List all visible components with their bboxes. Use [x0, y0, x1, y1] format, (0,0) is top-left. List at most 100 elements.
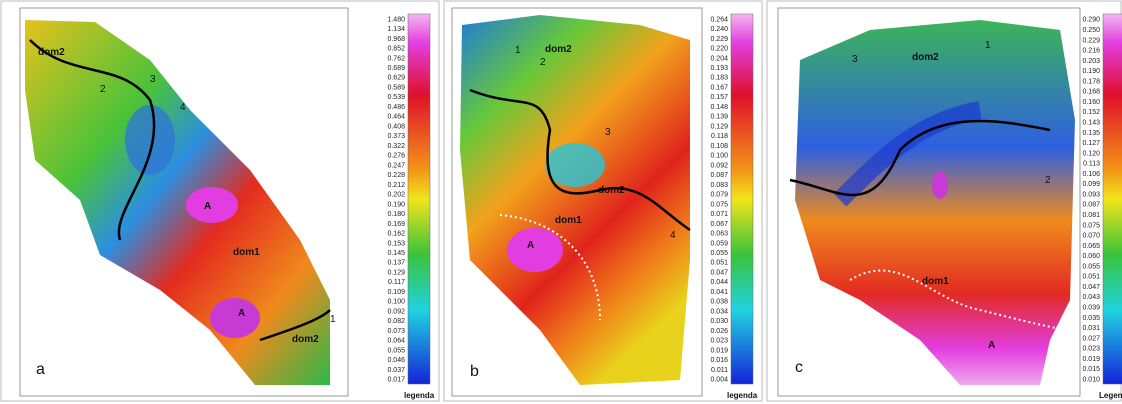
map-surface: [25, 20, 330, 385]
legend-label: 0.160: [1082, 99, 1100, 106]
legend-label: 0.109: [387, 289, 405, 296]
legend-label: 0.157: [710, 94, 728, 101]
legend-label: 0.023: [1082, 346, 1100, 353]
anomaly: [125, 105, 175, 175]
legend-label: 0.127: [1082, 140, 1100, 147]
annotation: dom1: [922, 276, 949, 287]
legend-label: 0.148: [710, 104, 728, 111]
legend-label: 0.689: [387, 65, 405, 72]
legend-bar: [1102, 13, 1122, 385]
legend-label: 0.202: [387, 192, 405, 199]
legend-label: 0.082: [387, 318, 405, 325]
legend-label: 0.216: [1082, 48, 1100, 55]
legend-label: 0.099: [1082, 181, 1100, 188]
legend-label: 0.153: [387, 240, 405, 247]
legend-label: 0.220: [710, 46, 728, 53]
legend-label: 0.073: [387, 328, 405, 335]
legend-label: 0.060: [1082, 253, 1100, 260]
legend-label: 0.051: [710, 260, 728, 267]
annotation: 3: [605, 127, 611, 138]
legend-label: 0.464: [387, 114, 405, 121]
legend-label: 0.063: [710, 231, 728, 238]
legend-label: 0.051: [1082, 274, 1100, 281]
anomaly: [210, 298, 260, 338]
legend-label: 0.030: [710, 318, 728, 325]
legend-label: 0.247: [387, 162, 405, 169]
annotation: A: [527, 240, 534, 251]
legend-label: 0.137: [387, 260, 405, 267]
legend-label: 0.100: [387, 299, 405, 306]
panel-label: b: [470, 363, 479, 380]
legend-label: 0.041: [710, 289, 728, 296]
legend-label: 0.044: [710, 279, 728, 286]
legend-label: 0.162: [387, 231, 405, 238]
legend-label: 0.968: [387, 36, 405, 43]
contour: [849, 269, 1071, 331]
legend-bar: [730, 13, 754, 385]
contour: [789, 119, 1051, 197]
legend-label: 0.017: [387, 377, 405, 384]
legend-label: 0.093: [1082, 191, 1100, 198]
annotation: A: [238, 308, 245, 319]
legend-label: 0.167: [710, 84, 728, 91]
legend-title: legenda: [404, 391, 435, 400]
legend-label: 0.373: [387, 133, 405, 140]
legend-label: 0.037: [387, 367, 405, 374]
legend-label: 0.081: [1082, 212, 1100, 219]
legend-label: 0.589: [387, 84, 405, 91]
legend-label: 0.092: [710, 162, 728, 169]
legend-label: 0.180: [387, 211, 405, 218]
legend-label: 0.100: [710, 153, 728, 160]
legend-label: 0.108: [710, 143, 728, 150]
annotation: dom2: [292, 334, 319, 345]
legend-label: 0.026: [710, 328, 728, 335]
annotation: 2: [1045, 175, 1051, 186]
anomaly: [932, 171, 948, 199]
contour: [259, 309, 331, 342]
legend-label: 0.322: [387, 143, 405, 150]
map-surface: [460, 15, 690, 385]
legend-label: 0.178: [1082, 78, 1100, 85]
contour: [499, 214, 601, 321]
legend-label: 0.070: [1082, 233, 1100, 240]
legend-label: 0.193: [710, 65, 728, 72]
annotation: dom2: [545, 44, 572, 55]
legend-label: 0.087: [1082, 202, 1100, 209]
legend-label: 0.075: [710, 201, 728, 208]
legend-label: 0.106: [1082, 171, 1100, 178]
legend-label: 0.055: [1082, 263, 1100, 270]
legend-label: 0.011: [711, 367, 728, 374]
panel-label: c: [795, 359, 803, 376]
legend-label: 0.038: [710, 299, 728, 306]
legend-label: 0.067: [710, 221, 728, 228]
legend-label: 0.129: [387, 269, 405, 276]
legend-label: 0.092: [387, 308, 405, 315]
annotation: 3: [852, 54, 858, 65]
annotation: dom1: [555, 215, 582, 226]
annotation: 1: [985, 40, 991, 51]
annotation: 4: [180, 102, 186, 113]
legend-label: 0.168: [1082, 89, 1100, 96]
annotation: A: [988, 340, 995, 351]
legend-label: 1.480: [387, 16, 405, 23]
legend-label: 0.135: [1082, 130, 1100, 137]
legend-label: 0.169: [387, 221, 405, 228]
legend-label: 0.075: [1082, 222, 1100, 229]
legend-label: 0.027: [1082, 335, 1100, 342]
annotation: 3: [150, 74, 156, 85]
annotation: dom2: [912, 52, 939, 63]
legend-label: 0.852: [387, 46, 405, 53]
legend-bar: [407, 13, 431, 385]
annotation: dom2: [598, 185, 625, 196]
panel-frame: [0, 0, 440, 402]
legend-label: 0.019: [1082, 356, 1100, 363]
annotation: dom1: [233, 247, 260, 258]
legend-title: legenda: [727, 391, 758, 400]
legend-label: 0.117: [388, 279, 405, 286]
legend-label: 0.212: [387, 182, 405, 189]
legend-label: 0.113: [1083, 161, 1100, 168]
legend-label: 0.016: [710, 357, 728, 364]
legend-label: 0.276: [387, 153, 405, 160]
panel-frame: [443, 0, 763, 402]
